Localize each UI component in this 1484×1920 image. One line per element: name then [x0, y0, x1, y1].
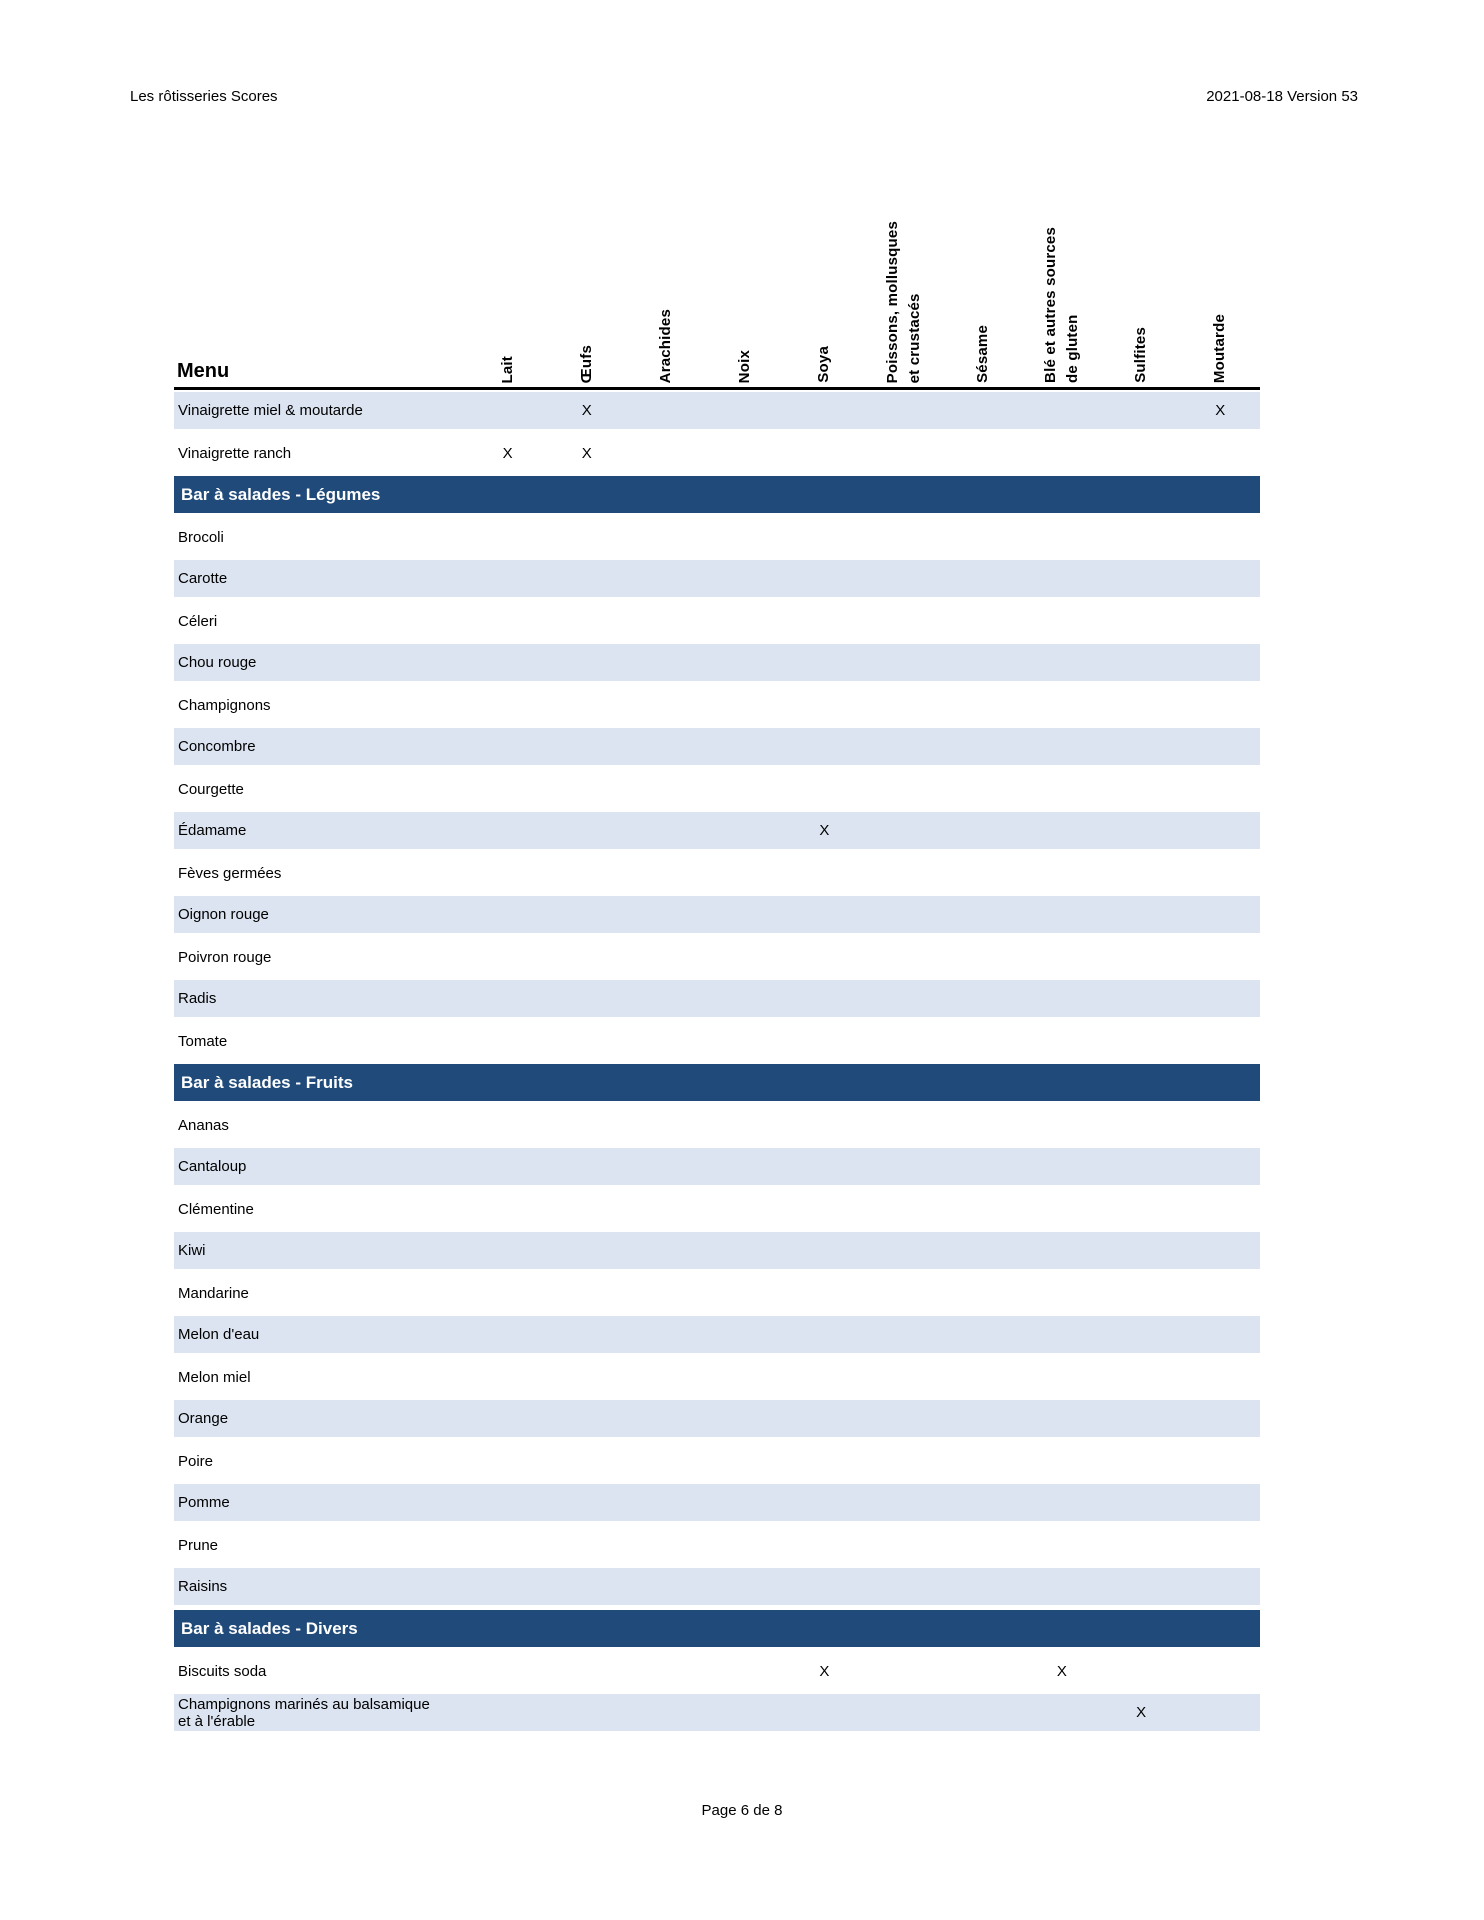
table-row: Poire — [174, 1440, 1260, 1482]
menu-column-header: Menu — [177, 360, 230, 382]
menu-item-label: Orange — [178, 1410, 229, 1427]
menu-item-label: Poire — [178, 1452, 214, 1470]
page-number: Page 6 de 8 — [701, 1802, 783, 1819]
table-row: Poivron rouge — [174, 936, 1260, 978]
menu-item-label: Tomate — [178, 1032, 228, 1050]
menu-item-label: Oignon rouge — [178, 906, 269, 923]
column-header-sesame: Sésame — [973, 325, 991, 383]
section-header-row: Bar à salades - Divers — [174, 1608, 1260, 1650]
allergen-mark-cell: X — [819, 822, 830, 839]
column-header-poissons-mollusques-crustaces: Poissons, mollusques et crustacés — [883, 220, 923, 383]
menu-item-label: Melon miel — [178, 1368, 251, 1386]
table-row: Vinaigrette miel & moutarde X X — [174, 390, 1260, 432]
table-row: Brocoli — [174, 516, 1260, 558]
menu-item-label: Vinaigrette miel & moutarde — [178, 402, 363, 419]
menu-item-label: Poivron rouge — [178, 948, 272, 966]
section-header-row: Bar à salades - Légumes — [174, 474, 1260, 516]
table-header: Menu Lait Œufs Arachides Noix Soya Poiss… — [174, 150, 1260, 390]
table-row: Céleri — [174, 600, 1260, 642]
table-row: Champignons — [174, 684, 1260, 726]
table-row: Édamame X — [174, 810, 1260, 852]
section-header-label: Bar à salades - Divers — [174, 1610, 1260, 1647]
table-row: Carotte — [174, 558, 1260, 600]
table-row: Oignon rouge — [174, 894, 1260, 936]
column-header-lait: Lait — [498, 355, 516, 383]
section-header-label: Bar à salades - Fruits — [174, 1064, 1260, 1101]
menu-item-label: Cantaloup — [178, 1158, 247, 1175]
allergen-mark-cell: X — [819, 1662, 830, 1680]
table-row: Concombre — [174, 726, 1260, 768]
section-header-label: Bar à salades - Légumes — [174, 476, 1260, 513]
table-row: Champignons marinés au balsamique et à l… — [174, 1692, 1260, 1734]
column-header-ble-gluten: Blé et autres sources de gluten — [1041, 227, 1081, 383]
menu-item-label: Brocoli — [178, 528, 224, 546]
menu-item-label: Clémentine — [178, 1200, 254, 1218]
menu-item-label: Biscuits soda — [178, 1662, 267, 1680]
menu-item-label: Champignons — [178, 696, 271, 714]
table-row: Pomme — [174, 1482, 1260, 1524]
menu-item-label: Kiwi — [178, 1242, 206, 1259]
column-header-noix: Noix — [736, 349, 754, 383]
menu-item-label: Fèves germées — [178, 864, 282, 882]
menu-item-label: Chou rouge — [178, 654, 257, 671]
column-header-sulfites: Sulfites — [1132, 327, 1150, 383]
table-row: Mandarine — [174, 1272, 1260, 1314]
menu-item-label: Ananas — [178, 1116, 229, 1134]
table-body: Vinaigrette miel & moutarde X X Vinaigrette… — [174, 390, 1260, 1734]
allergen-mark-cell: X — [1215, 402, 1226, 419]
column-header-moutarde: Moutarde — [1211, 313, 1229, 383]
menu-item-label: Champignons marinés au balsamique et à l… — [178, 1695, 430, 1730]
table-row: Ananas — [174, 1104, 1260, 1146]
table-row: Prune — [174, 1524, 1260, 1566]
table-row: Melon d'eau — [174, 1314, 1260, 1356]
table-row: Biscuits soda X X — [174, 1650, 1260, 1692]
allergen-mark-cell: X — [1056, 1662, 1067, 1680]
table-row: Orange — [174, 1398, 1260, 1440]
menu-item-label: Céleri — [178, 612, 218, 630]
table-row: Kiwi — [174, 1230, 1260, 1272]
menu-item-label: Carotte — [178, 570, 228, 587]
menu-item-label: Édamame — [178, 822, 247, 839]
menu-item-label: Courgette — [178, 780, 244, 798]
allergen-mark-cell: X — [502, 444, 513, 462]
table-row: Vinaigrette ranch X X — [174, 432, 1260, 474]
section-header-row: Bar à salades - Fruits — [174, 1062, 1260, 1104]
table-row: Tomate — [174, 1020, 1260, 1062]
column-header-soya: Soya — [815, 346, 833, 383]
menu-item-label: Vinaigrette ranch — [178, 444, 292, 462]
table-row: Melon miel — [174, 1356, 1260, 1398]
allergen-table: Menu Lait Œufs Arachides Noix Soya Poiss… — [174, 150, 1260, 1734]
table-row: Fèves germées — [174, 852, 1260, 894]
allergen-mark-cell: X — [1136, 1704, 1147, 1721]
table-row: Cantaloup — [174, 1146, 1260, 1188]
menu-item-label: Radis — [178, 990, 217, 1007]
document-title: Les rôtisseries Scores — [130, 88, 278, 105]
menu-item-label: Raisins — [178, 1578, 228, 1595]
table-row: Clémentine — [174, 1188, 1260, 1230]
table-row: Courgette — [174, 768, 1260, 810]
column-header-arachides: Arachides — [656, 308, 674, 383]
table-row: Radis — [174, 978, 1260, 1020]
table-row: Chou rouge — [174, 642, 1260, 684]
version-info: 2021-08-18 Version 53 — [1206, 88, 1358, 105]
menu-item-label: Pomme — [178, 1494, 230, 1511]
table-row: Raisins — [174, 1566, 1260, 1608]
menu-item-label: Mandarine — [178, 1284, 249, 1302]
page-header: Les rôtisseries Scores 2021-08-18 Versio… — [130, 88, 1358, 106]
menu-item-label: Melon d'eau — [178, 1326, 260, 1343]
menu-item-label: Concombre — [178, 738, 256, 755]
menu-item-label: Prune — [178, 1536, 219, 1554]
allergen-mark-cell: X — [581, 402, 592, 419]
column-header-oeufs: Œufs — [577, 344, 595, 383]
allergen-mark-cell: X — [581, 444, 592, 462]
